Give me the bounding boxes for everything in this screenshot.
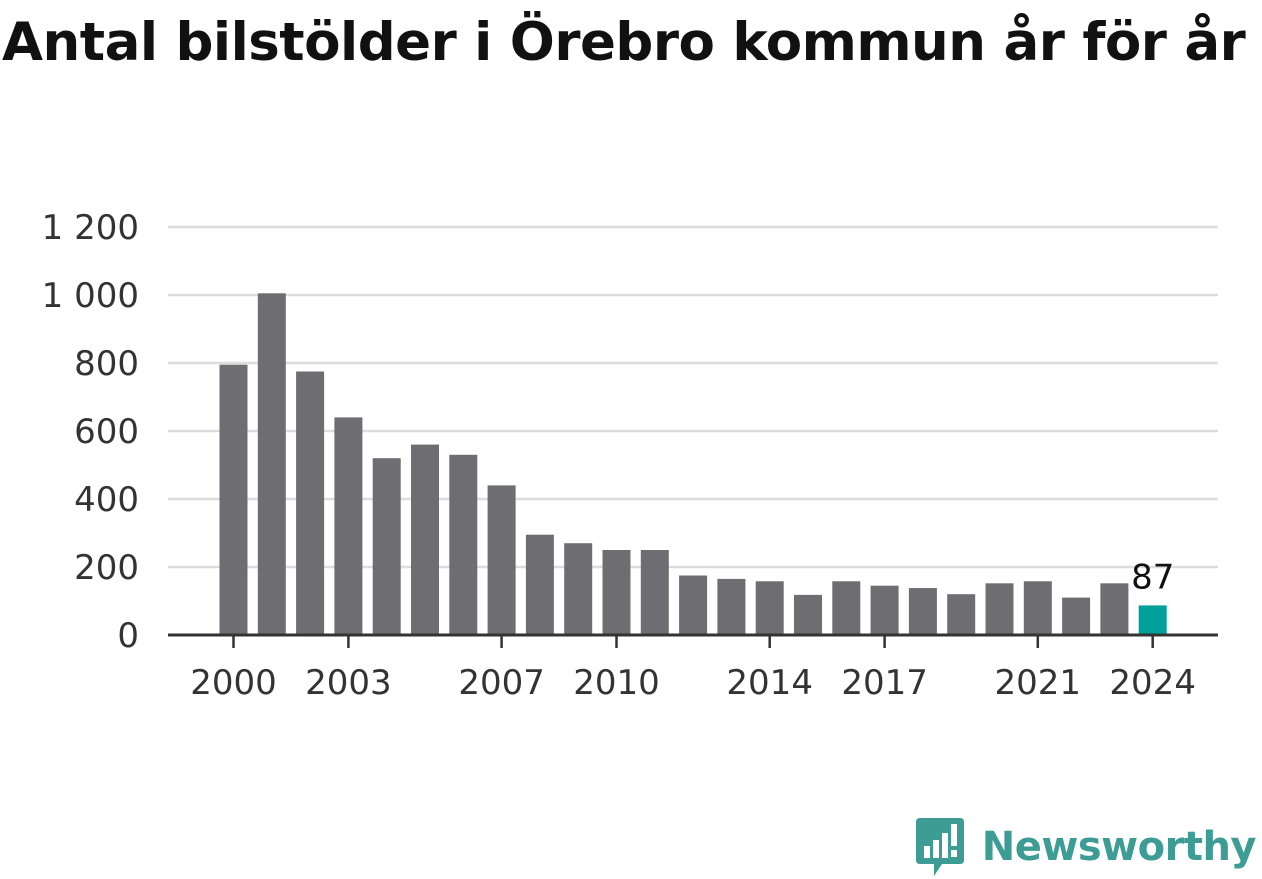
bar-2013 — [717, 578, 746, 635]
bar-2006 — [449, 454, 478, 635]
bar-2023 — [1100, 583, 1129, 635]
bar-2019 — [947, 594, 976, 635]
x-tick-label: 2003 — [305, 663, 392, 703]
x-tick-label: 2000 — [190, 663, 277, 703]
data-labels: 87 — [1131, 557, 1174, 597]
bar-2017 — [870, 585, 899, 635]
bar-2010 — [602, 550, 631, 635]
bar-2009 — [564, 543, 593, 635]
x-tick-label: 2014 — [726, 663, 813, 703]
y-tick-label: 0 — [117, 616, 139, 656]
y-tick-label: 1 000 — [42, 276, 139, 316]
brand-logo-lockup: Newsworthy — [915, 817, 1257, 877]
bar-2021 — [1023, 581, 1052, 635]
bar-2000 — [219, 364, 248, 635]
data-label: 87 — [1131, 557, 1174, 597]
bar-2020 — [985, 583, 1014, 635]
bar-2018 — [908, 588, 937, 635]
y-tick-label: 200 — [74, 548, 139, 588]
bar-2016 — [832, 581, 861, 635]
bar-2003 — [334, 417, 363, 635]
bars — [219, 293, 1167, 635]
bar-chart-speech-bubble-icon — [915, 818, 964, 876]
x-tick-label: 2021 — [995, 663, 1082, 703]
y-tick-label: 600 — [74, 412, 139, 452]
bar-2005 — [411, 444, 439, 635]
bar-2011 — [640, 550, 669, 635]
x-axis-ticks: 2000 2003 2007 2010 2014 2017 2021 2024 — [190, 635, 1196, 703]
x-tick-label: 2024 — [1109, 663, 1196, 703]
x-tick-label: 2017 — [841, 663, 928, 703]
bar-2015 — [794, 594, 822, 635]
bar-2002 — [296, 371, 325, 635]
bar-2012 — [679, 575, 708, 635]
bar-2008 — [525, 534, 554, 635]
gridlines — [168, 225, 1218, 569]
brand-name: Newsworthy — [981, 824, 1257, 870]
bar-2001 — [257, 293, 286, 635]
bar-2022 — [1062, 597, 1091, 635]
bar-2007 — [487, 485, 516, 635]
bar-2004 — [372, 458, 401, 635]
y-axis-ticks: 0 200 400 600 800 1 000 1 200 — [42, 208, 139, 656]
y-tick-label: 1 200 — [42, 208, 139, 248]
x-tick-label: 2007 — [458, 663, 545, 703]
bar-2014 — [755, 581, 784, 635]
chart-title: Antal bilstölder i Örebro kommun år för … — [2, 12, 1246, 73]
x-tick-label: 2010 — [573, 663, 660, 703]
y-tick-label: 400 — [74, 480, 139, 520]
bar-2024 — [1138, 605, 1167, 635]
y-tick-label: 800 — [74, 344, 139, 384]
